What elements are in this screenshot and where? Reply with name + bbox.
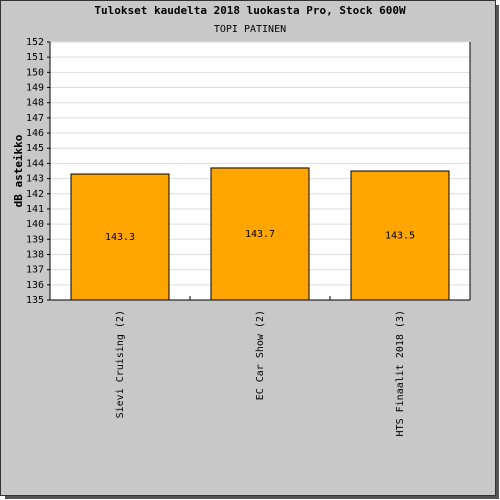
x-tick-label: EC Car Show (2) (255, 310, 266, 400)
y-tick-label: 152 (26, 37, 44, 48)
x-tick-label: Sievi Cruising (2) (115, 310, 126, 418)
y-tick-label: 147 (26, 113, 44, 124)
y-tick-label: 150 (26, 67, 44, 78)
y-tick-label: 141 (26, 204, 44, 215)
y-tick-label: 144 (26, 158, 44, 169)
bar (210, 167, 310, 301)
y-tick-label: 149 (26, 83, 44, 94)
y-tick-label: 143 (26, 174, 44, 185)
y-tick-label: 136 (26, 280, 44, 291)
x-tick-label: HTS Finaalit 2018 (3) (395, 310, 406, 436)
y-tick-label: 151 (26, 52, 44, 63)
y-tick-label: 139 (26, 234, 44, 245)
value-label: 143.5 (385, 231, 415, 242)
y-tick-label: 145 (26, 143, 44, 154)
chart-subtitle: TOPI PATINEN (214, 24, 286, 35)
y-tick-label: 135 (26, 295, 44, 306)
y-tick-label: 140 (26, 219, 44, 230)
value-label: 143.3 (105, 232, 135, 243)
y-tick-label: 148 (26, 98, 44, 109)
y-tick-label: 146 (26, 128, 44, 139)
y-tick-label: 142 (26, 189, 44, 200)
chart-title: Tulokset kaudelta 2018 luokasta Pro, Sto… (94, 4, 406, 17)
y-tick-label: 137 (26, 265, 44, 276)
y-tick-label: 138 (26, 249, 44, 260)
y-axis-label: dB asteikko (12, 134, 25, 207)
value-label: 143.7 (245, 229, 275, 240)
